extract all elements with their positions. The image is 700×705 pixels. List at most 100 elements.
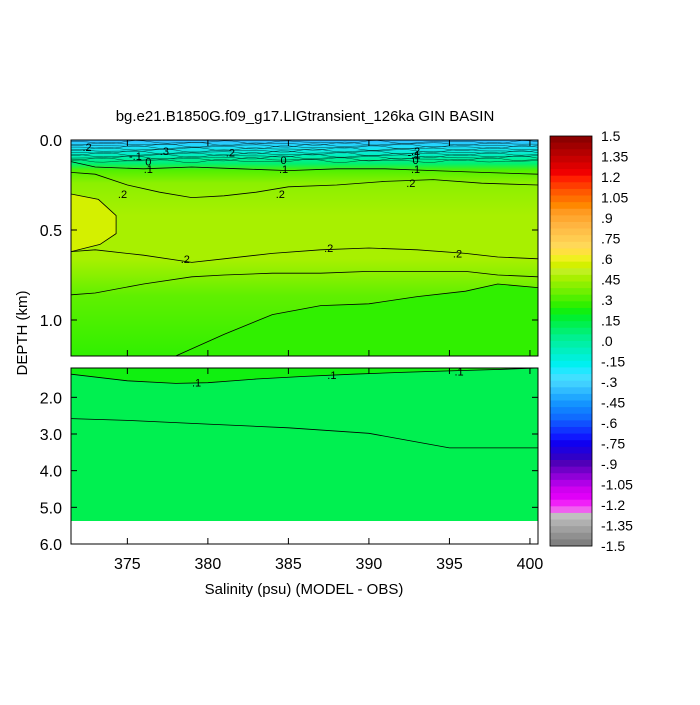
upper-ocean-band xyxy=(71,368,538,384)
surface-contour-line xyxy=(71,145,538,150)
upper-frame xyxy=(70,139,539,357)
y-tick-label: 5.0 xyxy=(40,500,62,517)
contour-line-0.2 xyxy=(71,172,538,199)
colorbar-label: 1.35 xyxy=(601,149,628,165)
x-tick-label: 400 xyxy=(517,556,544,573)
x-tick-label: 395 xyxy=(436,556,463,573)
contour-label: -.1 xyxy=(408,149,421,161)
colorbar-swatch xyxy=(550,169,592,177)
lower-frame xyxy=(70,367,539,545)
colorbar-swatch xyxy=(550,380,592,388)
colorbar-swatch xyxy=(550,433,592,441)
contour-label: .1 xyxy=(411,164,420,176)
colorbar-swatch xyxy=(550,327,592,335)
colorbar-swatch xyxy=(550,519,592,527)
surface-contour-line xyxy=(71,150,538,155)
x-tick-label: 390 xyxy=(356,556,383,573)
colorbar-swatch xyxy=(550,307,592,315)
chart-title: bg.e21.B1850G.f09_g17.LIGtransient_126ka… xyxy=(116,108,495,125)
colorbar-swatch xyxy=(550,294,592,302)
contour-label: .2 xyxy=(324,243,333,255)
colorbar: 1.5 1.35 1.2 1.05 .9 .75 .6 .45 .3 .15 .0 -.15 -.3 -.… xyxy=(549,128,633,554)
surface-contour-line xyxy=(71,153,538,158)
colorbar-swatch xyxy=(550,155,592,163)
contour-label: .2 xyxy=(181,254,190,266)
colorbar-label: -.9 xyxy=(601,456,618,472)
colorbar-swatch xyxy=(550,274,592,282)
lower-panel: 2.0 3.0 4.0 5.0 6.0 xyxy=(40,367,539,554)
colorbar-label: -.45 xyxy=(601,395,625,411)
contour-label: .3 xyxy=(160,146,169,158)
y-tick-label: 4.0 xyxy=(40,464,62,481)
colorbar-swatch xyxy=(550,407,592,415)
colorbar-swatch xyxy=(550,136,592,144)
colorbar-swatch xyxy=(550,493,592,501)
contour-label: .1 xyxy=(192,378,201,390)
colorbar-swatch xyxy=(550,235,592,243)
colorbar-swatch xyxy=(550,347,592,355)
colorbar-swatch xyxy=(550,387,592,395)
colorbar-swatch xyxy=(550,413,592,421)
x-axis-ticks: 375 380 385 390 395 400 xyxy=(114,140,543,573)
y-tick-label: 3.0 xyxy=(40,427,62,444)
contour-labels: .2.2.2.2.2.2.2.3.2.2-.1 0.10.1-.10.1.1.1.… xyxy=(83,142,464,390)
y-tick-label: 6.0 xyxy=(40,537,62,554)
y-tick-label: 2.0 xyxy=(40,390,62,407)
contour-line-0.1 xyxy=(71,161,538,175)
colorbar-swatch xyxy=(550,506,592,514)
colorbar-label: 1.5 xyxy=(601,128,621,144)
surface-contour-line xyxy=(71,155,538,160)
colorbar-swatch xyxy=(550,539,592,547)
colorbar-swatch xyxy=(550,393,592,401)
colorbar-swatch xyxy=(550,281,592,289)
lower-y-ticks: 2.0 3.0 4.0 5.0 6.0 xyxy=(40,390,538,554)
x-axis-label: Salinity (psu) (MODEL - OBS) xyxy=(205,581,404,598)
colorbar-swatch xyxy=(550,321,592,329)
colorbar-swatch xyxy=(550,479,592,487)
contour-line-0.1 xyxy=(71,368,538,384)
colorbar-swatch xyxy=(550,215,592,223)
contour-line-0.15 xyxy=(175,283,538,356)
contour-line-0.15 xyxy=(71,271,538,296)
colorbar-label: .45 xyxy=(601,272,621,288)
x-tick-label: 385 xyxy=(275,556,302,573)
colorbar-label: -.15 xyxy=(601,354,625,370)
colorbar-swatch xyxy=(550,499,592,507)
y-tick-label: 1.0 xyxy=(40,313,62,330)
surface-contour-line xyxy=(71,148,538,153)
colorbar-swatch xyxy=(550,314,592,322)
colorbar-label: -1.2 xyxy=(601,497,625,513)
contour-label: .2 xyxy=(411,146,420,158)
colorbar-label: -.3 xyxy=(601,374,618,390)
colorbar-label: 1.2 xyxy=(601,169,621,185)
contour-label: .1 xyxy=(455,366,464,378)
colorbar-swatch xyxy=(550,446,592,454)
colorbar-swatch xyxy=(550,532,592,540)
contour-label: .2 xyxy=(118,189,127,201)
colorbar-swatch xyxy=(550,182,592,190)
colorbar-swatch xyxy=(550,426,592,434)
seafloor-mask xyxy=(71,521,538,544)
contour-label: .1 xyxy=(327,370,336,382)
contour-label: -.1 xyxy=(129,151,142,163)
surface-contour-line xyxy=(71,158,538,163)
colorbar-swatch xyxy=(550,400,592,408)
colorbar-swatch xyxy=(550,420,592,428)
lower-contours xyxy=(71,368,538,449)
colorbar-swatch xyxy=(550,142,592,150)
colorbar-swatch xyxy=(550,248,592,256)
colorbar-label: .75 xyxy=(601,231,621,247)
colorbar-label: 1.05 xyxy=(601,190,628,206)
colorbar-swatch xyxy=(550,162,592,170)
surface-contour-bundle xyxy=(71,140,538,163)
colorbar-swatch xyxy=(550,221,592,229)
contour-label: 0 xyxy=(281,155,287,167)
colorbar-swatch xyxy=(550,228,592,236)
y-tick-label: 0.0 xyxy=(40,133,62,150)
colorbar-swatch xyxy=(550,473,592,481)
surface-contour-line xyxy=(71,140,538,145)
upper-contours xyxy=(71,161,538,356)
colorbar-swatch xyxy=(550,301,592,309)
